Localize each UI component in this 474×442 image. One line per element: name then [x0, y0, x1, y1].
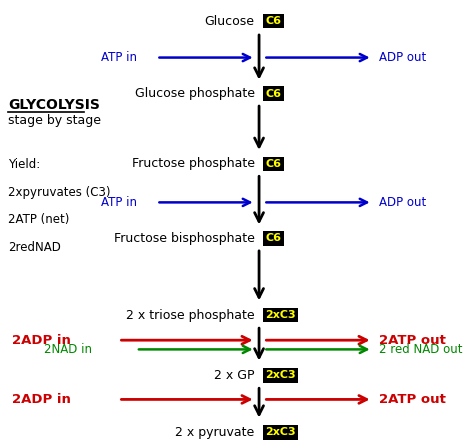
- Text: GLYCOLYSIS: GLYCOLYSIS: [8, 98, 100, 111]
- Text: Fructose bisphosphate: Fructose bisphosphate: [114, 232, 255, 245]
- Text: ATP in: ATP in: [101, 51, 137, 64]
- Text: 2xC3: 2xC3: [265, 310, 296, 320]
- Text: ADP out: ADP out: [379, 196, 426, 209]
- Text: 2 x pyruvate: 2 x pyruvate: [175, 426, 255, 439]
- Text: Yield:: Yield:: [8, 158, 40, 171]
- Text: 2redNAD: 2redNAD: [8, 241, 61, 254]
- Text: 2ATP out: 2ATP out: [379, 393, 446, 406]
- Text: 2 x triose phosphate: 2 x triose phosphate: [126, 309, 255, 322]
- Text: 2 red NAD out: 2 red NAD out: [379, 343, 463, 356]
- Text: 2xC3: 2xC3: [265, 427, 296, 437]
- Text: 2ADP in: 2ADP in: [12, 393, 71, 406]
- Text: Fructose phosphate: Fructose phosphate: [132, 157, 255, 170]
- Text: C6: C6: [265, 88, 282, 99]
- Text: 2ATP (net): 2ATP (net): [8, 213, 70, 226]
- Text: 2NAD in: 2NAD in: [45, 343, 92, 356]
- Text: ATP in: ATP in: [101, 196, 137, 209]
- Text: 2xpyruvates (C3): 2xpyruvates (C3): [8, 186, 110, 199]
- Text: C6: C6: [265, 159, 282, 169]
- Text: C6: C6: [265, 16, 282, 26]
- Text: 2xC3: 2xC3: [265, 370, 296, 380]
- Text: 2ADP in: 2ADP in: [12, 334, 71, 347]
- Text: Glucose phosphate: Glucose phosphate: [135, 87, 255, 100]
- Text: stage by stage: stage by stage: [8, 114, 101, 127]
- Text: C6: C6: [265, 233, 282, 244]
- Text: ADP out: ADP out: [379, 51, 426, 64]
- Text: Glucose: Glucose: [205, 15, 255, 28]
- Text: 2ATP out: 2ATP out: [379, 334, 446, 347]
- Text: 2 x GP: 2 x GP: [214, 369, 255, 382]
